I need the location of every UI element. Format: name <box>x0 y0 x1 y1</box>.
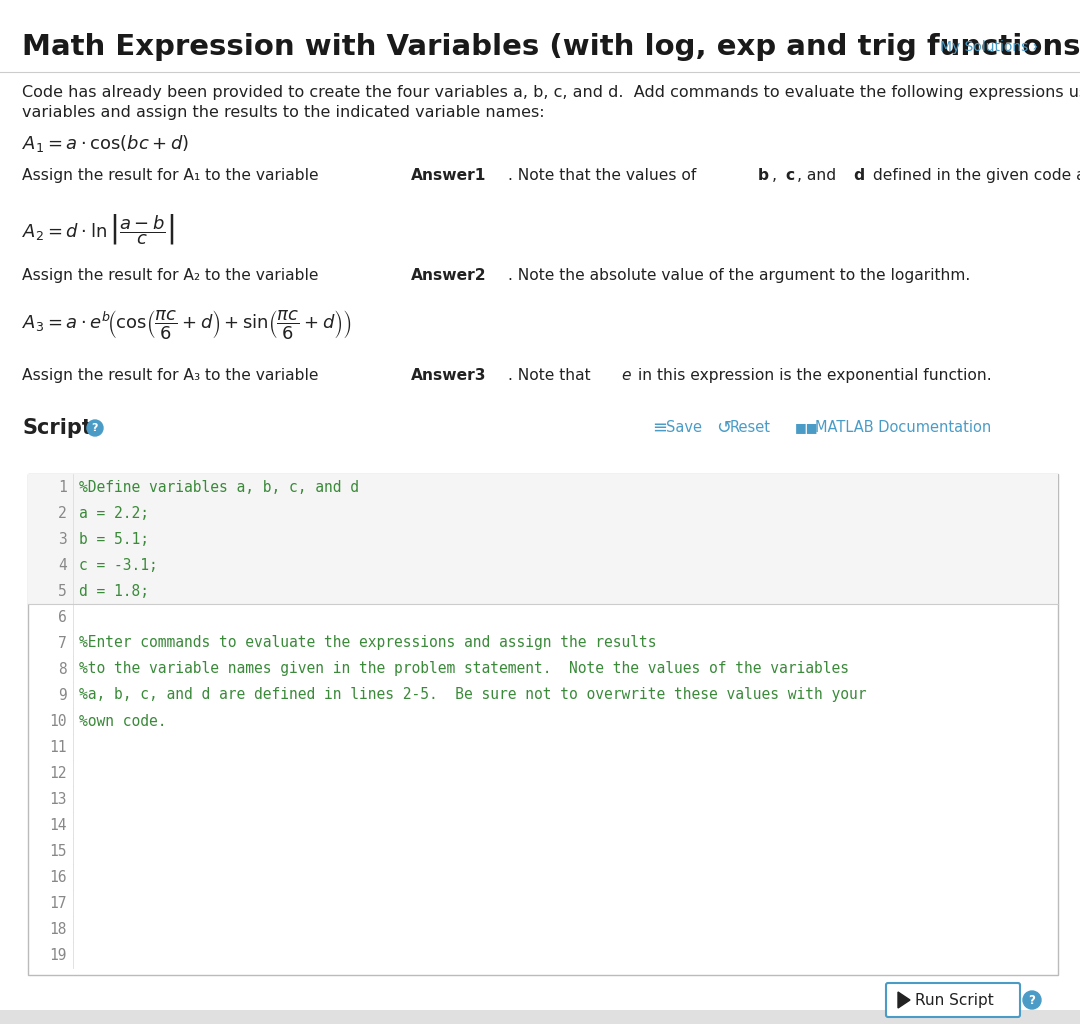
Bar <box>28 526 1058 552</box>
Text: 3: 3 <box>58 531 67 547</box>
Text: variables and assign the results to the indicated variable names:: variables and assign the results to the … <box>22 105 544 120</box>
Text: defined in the given code are all in: defined in the given code are all in <box>868 168 1080 183</box>
Text: c: c <box>785 168 794 183</box>
Text: %own code.: %own code. <box>79 714 166 728</box>
Text: Assign the result for A₂ to the variable: Assign the result for A₂ to the variable <box>22 268 323 283</box>
Text: Script: Script <box>22 418 92 438</box>
Text: 13: 13 <box>50 792 67 807</box>
Bar <box>28 474 1058 500</box>
Text: Answer1: Answer1 <box>411 168 486 183</box>
Bar <box>28 500 1058 526</box>
Text: a = 2.2;: a = 2.2; <box>79 506 149 520</box>
Bar <box>0 1010 1080 1024</box>
Text: %to the variable names given in the problem statement.  Note the values of the v: %to the variable names given in the prob… <box>79 662 849 677</box>
Text: c = -3.1;: c = -3.1; <box>79 557 158 572</box>
Text: d: d <box>853 168 865 183</box>
Text: %Enter commands to evaluate the expressions and assign the results: %Enter commands to evaluate the expressi… <box>79 636 657 650</box>
Text: $A_1 = a \cdot \cos(bc + d)$: $A_1 = a \cdot \cos(bc + d)$ <box>22 133 189 154</box>
Text: b = 5.1;: b = 5.1; <box>79 531 149 547</box>
Text: d = 1.8;: d = 1.8; <box>79 584 149 598</box>
Bar <box>28 578 1058 604</box>
Text: Assign the result for A₁ to the variable: Assign the result for A₁ to the variable <box>22 168 324 183</box>
Text: 14: 14 <box>50 817 67 833</box>
Polygon shape <box>897 992 910 1008</box>
Text: in this expression is the exponential function.: in this expression is the exponential fu… <box>634 368 993 383</box>
Text: 10: 10 <box>50 714 67 728</box>
Text: ≡: ≡ <box>652 419 667 437</box>
Text: 17: 17 <box>50 896 67 910</box>
Text: 2: 2 <box>58 506 67 520</box>
Text: MATLAB Documentation: MATLAB Documentation <box>815 421 991 435</box>
Text: 18: 18 <box>50 922 67 937</box>
Text: 9: 9 <box>58 687 67 702</box>
FancyBboxPatch shape <box>886 983 1020 1017</box>
Text: . Note that the values of: . Note that the values of <box>509 168 702 183</box>
Text: %a, b, c, and d are defined in lines 2-5.  Be sure not to overwrite these values: %a, b, c, and d are defined in lines 2-5… <box>79 687 866 702</box>
Text: $A_2 = d \cdot \ln \left| \dfrac{a - b}{c} \right|$: $A_2 = d \cdot \ln \left| \dfrac{a - b}{… <box>22 212 175 247</box>
Circle shape <box>87 420 103 436</box>
Text: $A_3 = a \cdot e^{b}\!\left(\cos\!\left(\dfrac{\pi c}{6} + d\right) + \sin\!\lef: $A_3 = a \cdot e^{b}\!\left(\cos\!\left(… <box>22 308 352 341</box>
Text: 7: 7 <box>58 636 67 650</box>
Text: 8: 8 <box>58 662 67 677</box>
Text: 12: 12 <box>50 766 67 780</box>
Text: Save: Save <box>666 421 702 435</box>
Circle shape <box>1023 991 1041 1009</box>
Text: 6: 6 <box>58 609 67 625</box>
Text: %Define variables a, b, c, and d: %Define variables a, b, c, and d <box>79 479 359 495</box>
Text: Answer3: Answer3 <box>410 368 486 383</box>
Text: 11: 11 <box>50 739 67 755</box>
Text: e: e <box>621 368 631 383</box>
Text: 15: 15 <box>50 844 67 858</box>
Text: Math Expression with Variables (with log, exp and trig functions): Math Expression with Variables (with log… <box>22 33 1080 61</box>
Text: b: b <box>758 168 769 183</box>
Text: Answer2: Answer2 <box>410 268 486 283</box>
Text: Assign the result for A₃ to the variable: Assign the result for A₃ to the variable <box>22 368 323 383</box>
Text: ↺: ↺ <box>716 419 731 437</box>
Text: Reset: Reset <box>730 421 771 435</box>
Text: . Note that: . Note that <box>509 368 596 383</box>
Text: ?: ? <box>92 423 98 433</box>
Bar <box>28 552 1058 578</box>
Text: My Solutions ›: My Solutions › <box>940 40 1038 54</box>
Text: 16: 16 <box>50 869 67 885</box>
Text: ,: , <box>772 168 782 183</box>
Text: 19: 19 <box>50 947 67 963</box>
Text: 4: 4 <box>58 557 67 572</box>
Text: ?: ? <box>1028 993 1036 1007</box>
Text: Code has already been provided to create the four variables a, b, c, and d.  Add: Code has already been provided to create… <box>22 85 1080 100</box>
Text: 5: 5 <box>58 584 67 598</box>
FancyBboxPatch shape <box>28 474 1058 975</box>
Text: Run Script: Run Script <box>915 992 994 1008</box>
Text: 1: 1 <box>58 479 67 495</box>
Text: . Note the absolute value of the argument to the logarithm.: . Note the absolute value of the argumen… <box>509 268 971 283</box>
Text: ■■: ■■ <box>795 422 819 434</box>
Text: , and: , and <box>797 168 840 183</box>
